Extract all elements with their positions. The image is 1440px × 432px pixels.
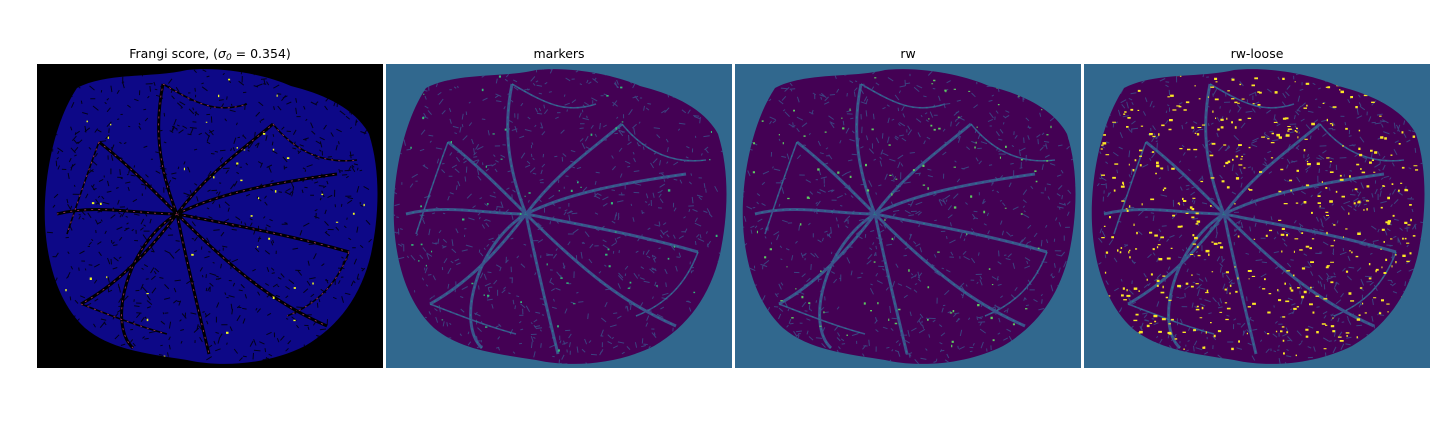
vessel-path: [1223, 212, 1397, 254]
tissue-region: [742, 69, 1076, 364]
rw-loose-image: [1084, 64, 1430, 368]
panel-title-frangi-score: Frangi score, (σ0 = 0.354): [129, 46, 291, 63]
tissue-region: [1091, 69, 1425, 364]
tissue-texture: [44, 69, 378, 364]
frangi-score-svg: [44, 69, 378, 364]
vessel-path: [176, 212, 350, 254]
tissue-region: [44, 69, 378, 364]
vessel-path: [818, 212, 876, 350]
tissue-region: [393, 69, 727, 364]
vessel-path: [984, 251, 1048, 317]
vessel-path: [635, 251, 699, 317]
markers-image: [386, 64, 732, 368]
panel-title-markers: markers: [533, 46, 585, 61]
rw-svg: [742, 69, 1076, 364]
vessel-path: [1167, 212, 1225, 350]
vessel-path: [860, 83, 946, 109]
vessel-path: [447, 140, 528, 216]
rw-image: [735, 64, 1081, 368]
tissue-texture: [742, 69, 1076, 364]
tissue-texture: [1091, 69, 1425, 364]
vessel-path: [1333, 251, 1397, 317]
vessel-path: [286, 251, 350, 317]
frangi-score-image: [37, 64, 383, 368]
vessel-path: [162, 83, 248, 109]
panel-title-rw: rw: [900, 46, 916, 61]
vessel-path: [796, 140, 877, 216]
vessel-path: [1209, 83, 1295, 109]
vessel-path: [120, 212, 178, 350]
vessel-path: [469, 212, 527, 350]
markers-svg: [393, 69, 727, 364]
vessel-path: [1145, 140, 1226, 216]
vessel-path: [511, 83, 597, 109]
rw-loose-svg: [1091, 69, 1425, 364]
panel-title-rw-loose: rw-loose: [1230, 46, 1284, 61]
vessel-path: [874, 212, 1048, 254]
vessel-path: [525, 212, 699, 254]
vessel-path: [98, 140, 179, 216]
